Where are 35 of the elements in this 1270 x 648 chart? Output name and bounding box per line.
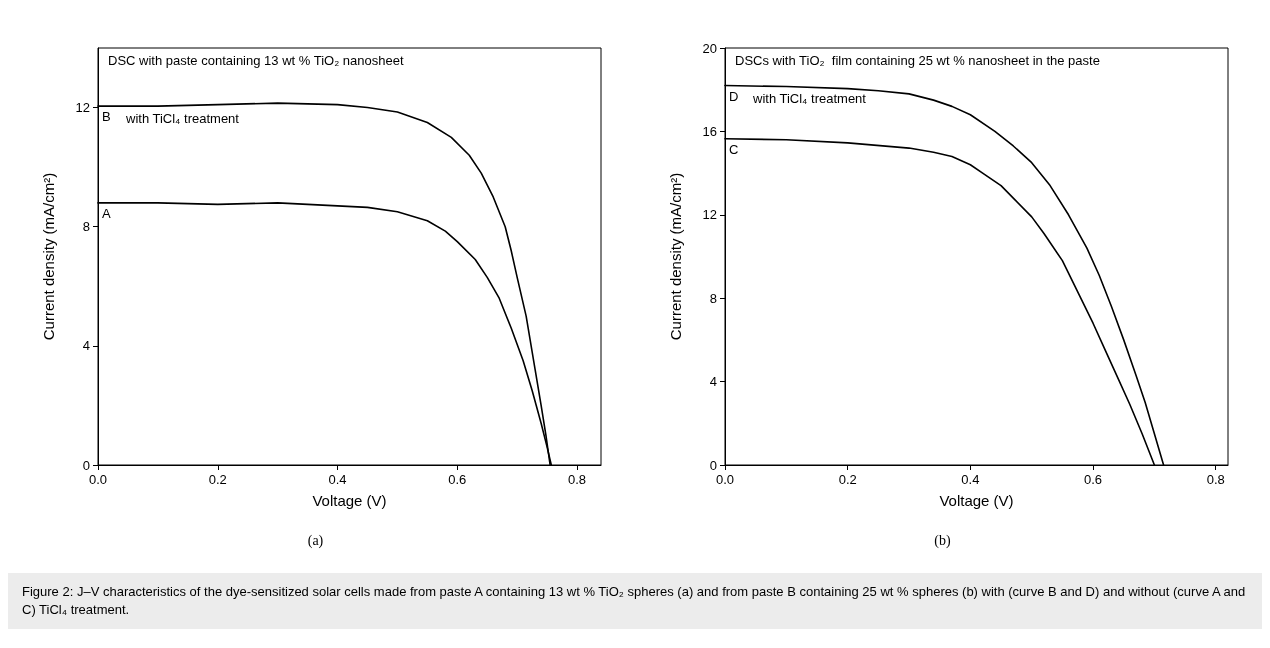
x-tick-label: 0.0 — [88, 472, 108, 487]
x-axis-title: Voltage (V) — [939, 492, 1014, 509]
y-tick-label: 16 — [702, 123, 717, 139]
x-tick-label: 0.2 — [838, 472, 857, 487]
y-tick-label: 12 — [75, 100, 90, 116]
annotation: with TiCl₄ treatment — [125, 111, 240, 127]
y-axis-title: Current density (mA/cm²) — [667, 172, 684, 341]
y-tick-label: 8 — [82, 219, 90, 235]
series-label: B — [102, 109, 111, 125]
chart-title: DSC with paste containing 13 wt % TiO₂ nanosheet — [108, 53, 404, 68]
x-tick-label: 0.6 — [448, 472, 467, 487]
x-tick-label: 0.8 — [1206, 472, 1225, 487]
y-tick-label: 4 — [709, 374, 717, 390]
y-axis-title: Current density (mA/cm²) — [40, 172, 57, 341]
x-axis-title: Voltage (V) — [312, 492, 387, 509]
y-tick-label: 20 — [702, 40, 717, 56]
caption: Figure 2: J–V characteristics of the dye-sensitized solar cells made from paste A containing 13 wt % TiO₂ spheres (a) and from paste B containing 25 wt % spheres (b) with (curve B and D) and without (curve A and C) TiCl₄ treatment. — [8, 573, 1262, 629]
y-tick-label: 0 — [709, 457, 717, 473]
x-tick-label: 0.2 — [208, 472, 227, 487]
annotation: with TiCl₄ treatment — [752, 90, 867, 106]
series-label: C — [729, 141, 739, 157]
x-tick-label: 0.4 — [328, 472, 347, 487]
y-tick-label: 0 — [82, 457, 90, 473]
x-tick-label: 0.8 — [568, 472, 587, 487]
text: (b) — [934, 532, 951, 549]
series-label: A — [102, 205, 111, 221]
y-tick-label: 8 — [709, 290, 717, 306]
x-tick-label: 0.4 — [961, 472, 980, 487]
x-tick-label: 0.6 — [1084, 472, 1103, 487]
text: (a) — [307, 532, 324, 549]
chart-title: DSCs with TiO₂ film containing 25 wt % nanosheet in the paste — [735, 53, 1100, 68]
y-tick-label: 4 — [82, 338, 90, 354]
series-label: D — [729, 88, 739, 104]
y-tick-label: 12 — [702, 207, 717, 223]
x-tick-label: 0.0 — [715, 472, 735, 487]
